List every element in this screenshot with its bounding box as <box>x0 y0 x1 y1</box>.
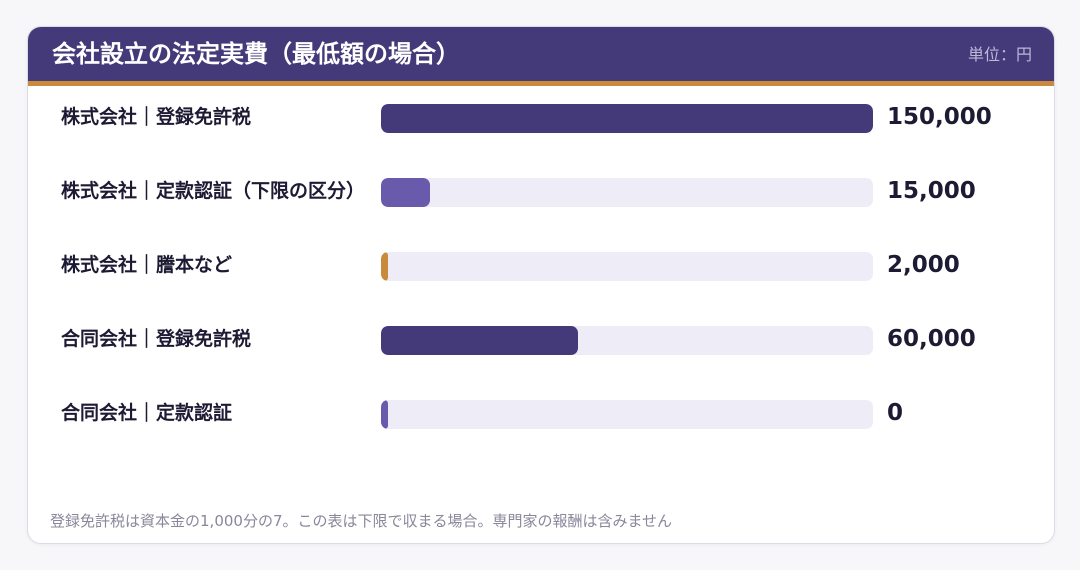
bar-row: 合同会社｜登録免許税 60,000 <box>28 309 1054 369</box>
bar-track <box>381 252 873 281</box>
bar-track <box>381 326 873 355</box>
bar-value: 15,000 <box>887 178 976 204</box>
bar-fill <box>381 326 578 355</box>
bar-fill <box>381 400 388 429</box>
bar-fill <box>381 104 873 133</box>
bar-label: 株式会社｜登録免許税 <box>61 106 252 128</box>
bar-value: 2,000 <box>887 252 960 278</box>
chart-title: 会社設立の法定実費（最低額の場合） <box>52 40 460 68</box>
bar-track <box>381 178 873 207</box>
unit-label: 単位：円 <box>967 45 1032 64</box>
bar-label: 合同会社｜定款認証 <box>61 402 233 424</box>
bar-value: 150,000 <box>887 104 992 130</box>
bar-value: 60,000 <box>887 326 976 352</box>
bar-fill <box>381 252 388 281</box>
footnote: 登録免許税は資本金の1,000分の7。この表は下限で収まる場合。専門家の報酬は含… <box>50 512 673 530</box>
bar-label: 株式会社｜謄本など <box>61 254 233 276</box>
bar-row: 株式会社｜謄本など 2,000 <box>28 235 1054 295</box>
bar-row: 合同会社｜定款認証 0 <box>28 383 1054 443</box>
bar-track <box>381 400 873 429</box>
bar-row: 株式会社｜登録免許税 150,000 <box>28 87 1054 147</box>
chart-header: 会社設立の法定実費（最低額の場合） 単位：円 <box>28 27 1054 86</box>
bar-value: 0 <box>887 400 904 426</box>
bar-label: 株式会社｜定款認証（下限の区分） <box>61 180 366 202</box>
bar-row: 株式会社｜定款認証（下限の区分） 15,000 <box>28 161 1054 221</box>
bar-label: 合同会社｜登録免許税 <box>61 328 252 350</box>
bar-fill <box>381 178 431 207</box>
chart-card: 会社設立の法定実費（最低額の場合） 単位：円 株式会社｜登録免許税 150,00… <box>27 26 1055 544</box>
bar-track <box>381 104 873 133</box>
